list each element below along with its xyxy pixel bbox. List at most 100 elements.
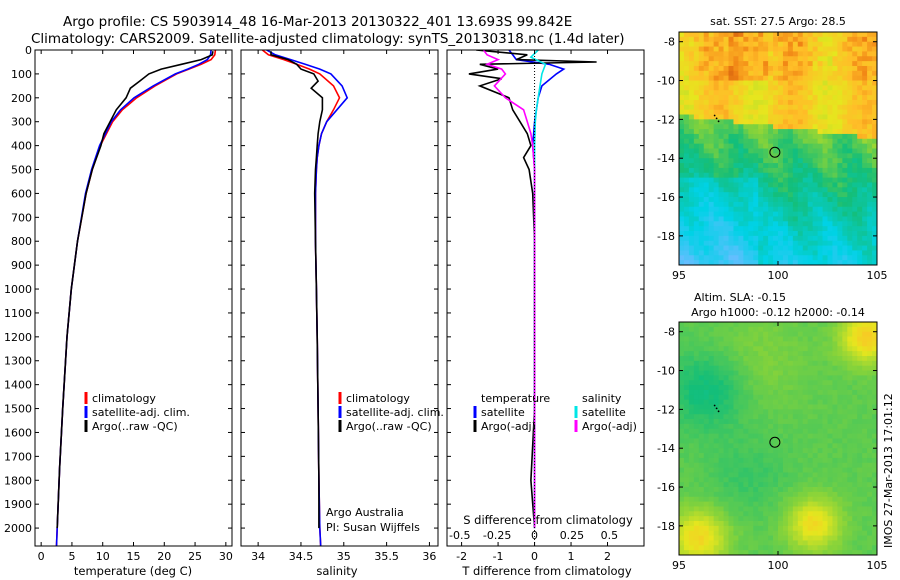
sla_map-cell [802,477,809,483]
sla_map-cell [718,540,724,546]
sla_map-cell [693,496,700,502]
sst_map-cell [748,51,754,57]
sst_map-cell [847,192,853,198]
sla_map-cell [703,487,710,493]
sla_map-cell [698,545,705,551]
sla_map-cell [857,516,863,522]
sst_map-cell [748,129,754,135]
sla_map-cell [718,414,724,420]
sst_map-cell [872,167,878,174]
sst_map-cell [723,109,729,115]
sla_map-cell [847,351,853,357]
sla_map-cell [817,380,823,386]
sla_map-cell [807,326,814,333]
sla_map-cell [728,443,734,449]
sla_map-cell [733,448,739,454]
sst_map-cell [867,187,873,193]
sla_map-cell [753,516,759,522]
sla_map-cell [807,346,814,352]
sst_map-cell [872,226,878,232]
sst_map-cell [827,163,833,169]
sla_map-cell [837,409,843,415]
sst_map-cell [837,61,843,67]
sla_map-cell [862,336,868,342]
sla_map-cell [792,448,799,454]
sst_map-cell [698,221,705,227]
sla_map-cell [822,385,828,391]
sst_map-cell [792,133,799,140]
sla_map-cell [862,457,868,464]
sla_map-cell [713,530,719,536]
sla_map-cell [698,433,705,439]
sla_map-cell [787,491,794,498]
sla_map-cell [693,443,700,449]
sla_map-cell [713,423,719,430]
sla_map-cell [723,521,729,527]
sla_map-cell [723,423,729,430]
sla_map-cell [822,453,828,459]
sla_map-cell [679,487,685,493]
sla_map-cell [768,545,774,551]
sla_map-cell [718,389,724,396]
sst_map-cell [832,192,838,198]
sst_map-cell [773,138,779,145]
sst_map-cell [827,235,833,242]
sst_map-cell [723,129,729,135]
sla_map-cell [708,550,715,556]
sla_map-cell [862,389,868,396]
sst_map-cell [812,41,818,47]
sst_map-cell [758,235,764,242]
sla_map-cell [802,326,809,333]
sla_map-cell [857,322,863,328]
temperature-ytick-label-2: 200 [11,92,32,105]
sla_map-cell [872,360,878,367]
sst_map-cell [748,226,754,232]
sst_map-cell [773,192,779,198]
sla_map-cell [683,409,690,415]
sst_map-cell [703,153,710,159]
sst_map-cell [807,192,814,198]
sst_map-cell [867,138,873,145]
sla_map-cell [703,448,710,454]
sla_map-cell [718,457,724,464]
sst_map-cell [683,250,690,256]
sst_map-cell [812,51,818,57]
sst_map-cell [827,216,833,222]
sla_map-cell [852,501,858,507]
sla_map-cell [787,341,794,347]
sst_map-cell [842,177,848,183]
sla_map-cell [822,550,828,556]
sst_map-cell [778,148,784,154]
sla_map-cell [693,462,700,469]
sla_map-cell [867,438,873,444]
sst_map-cell [703,104,710,111]
sst_map-cell [862,226,868,232]
sst_map-cell [837,41,843,47]
sst_map-cell [728,138,734,145]
sla_map-cell [728,516,734,522]
sst_map-cell [817,114,823,120]
sst_map-cell [832,61,838,67]
sst_map-cell [753,158,759,164]
sla_map-cell [713,394,719,401]
sst_map-cell [812,231,818,237]
sla_map-cell [683,428,690,435]
temperature-xtick-label-3: 15 [127,550,141,563]
sst_map-cell [872,143,878,149]
sst_map-cell [842,167,848,174]
sst_map-cell [718,177,724,183]
sst_map-cell [852,153,858,159]
sla_map-cell [713,399,719,405]
sst_map-cell [733,245,739,251]
sst_map-cell [768,231,774,237]
sla_map-cell [778,545,784,551]
sst_map-cell [792,61,799,67]
sst_map-cell [698,104,705,111]
sst_map-cell [768,148,774,154]
sla_map-cell [743,535,749,541]
sla_map-cell [832,326,838,333]
sla_map-cell [827,467,833,473]
sla_map-cell [683,443,690,449]
sla_map-cell [817,501,823,507]
sla_map-cell [812,346,818,352]
